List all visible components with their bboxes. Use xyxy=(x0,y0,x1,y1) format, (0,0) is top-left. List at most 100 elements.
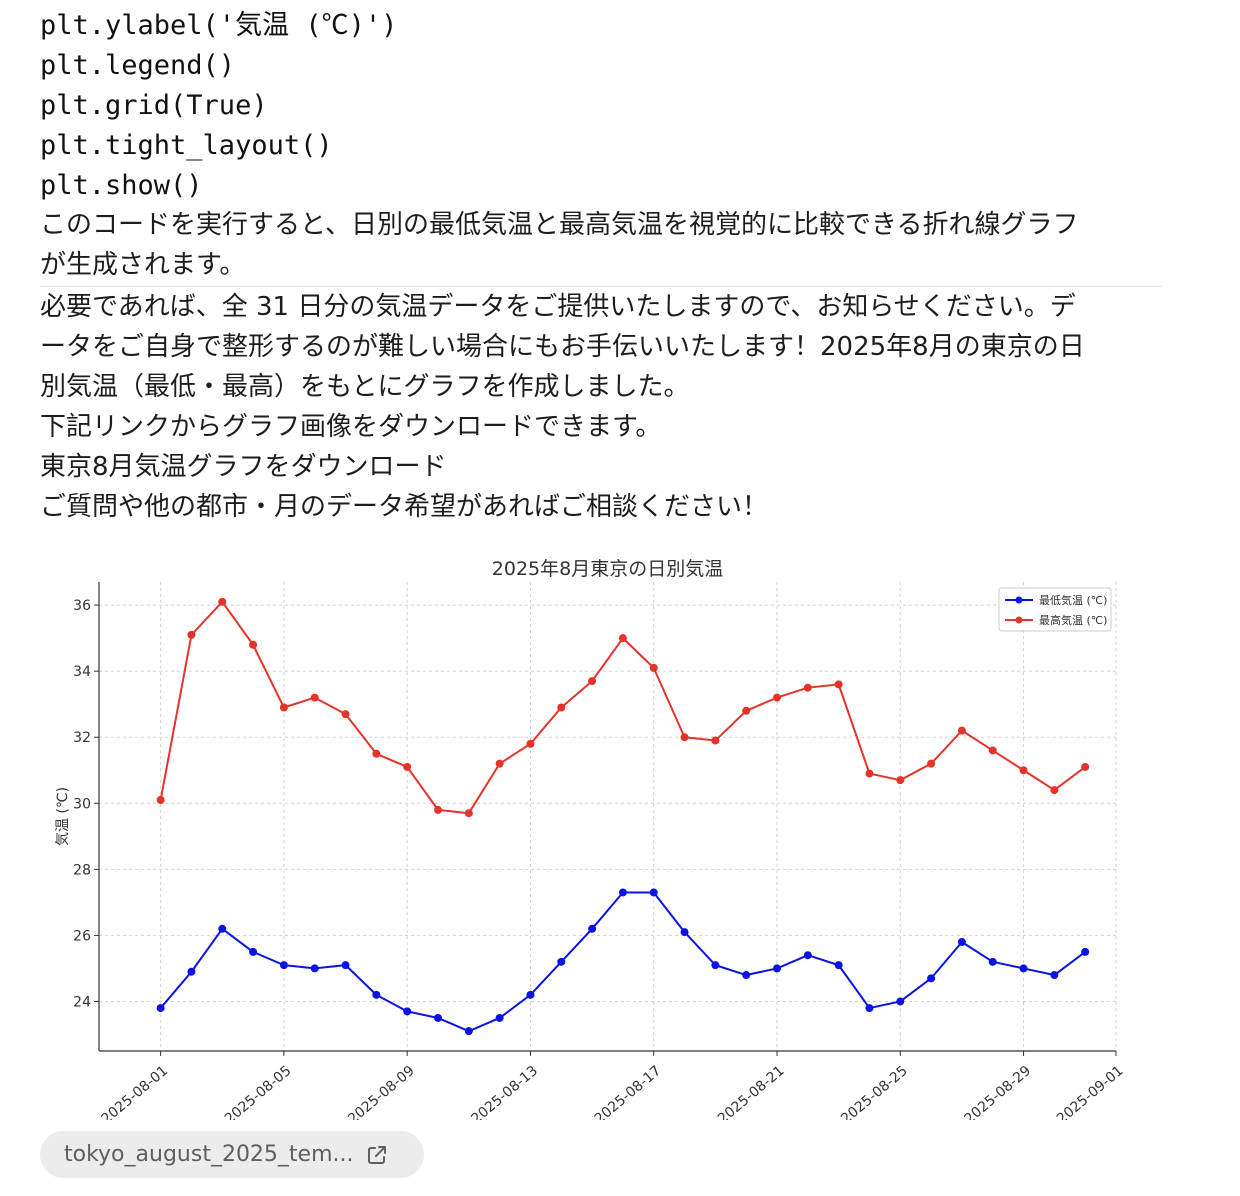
data-point xyxy=(1050,786,1059,795)
y-tick-label: 34 xyxy=(73,664,91,680)
data-point xyxy=(403,762,412,771)
code-line: plt.grid(True) xyxy=(40,90,268,121)
text-line: ご質問や他の都市・月のデータ希望があればご相談ください！ xyxy=(40,492,769,522)
data-point xyxy=(588,677,597,686)
code-line: plt.show() xyxy=(40,170,203,201)
code-line: plt.ylabel('気温 (℃)') xyxy=(40,10,398,41)
data-point xyxy=(957,938,966,947)
data-point xyxy=(834,961,843,970)
code-line: plt.tight_layout() xyxy=(40,130,333,161)
data-point xyxy=(187,967,196,976)
x-tick-label: 2025-08-25 xyxy=(838,1063,911,1120)
attachment-file-chip[interactable]: tokyo_august_2025_tem... xyxy=(40,1131,424,1178)
data-point xyxy=(896,776,905,785)
data-point xyxy=(434,1013,442,1022)
data-point xyxy=(1050,971,1059,980)
data-point xyxy=(680,733,689,742)
data-point xyxy=(957,726,966,735)
x-tick-label: 2025-08-17 xyxy=(592,1063,665,1120)
response-paragraph: 必要であれば、全 31 日分の気温データをご提供いたしますので、お知らせください… xyxy=(40,287,1170,527)
data-point xyxy=(341,961,350,970)
data-point xyxy=(773,693,781,702)
data-point xyxy=(588,924,597,933)
data-point xyxy=(988,957,997,966)
data-point xyxy=(310,693,319,702)
code-line: plt.legend() xyxy=(40,50,236,81)
text-line: 必要であれば、全 31 日分の気温データをご提供いたしますので、お知らせください… xyxy=(40,292,1076,322)
data-point xyxy=(156,795,165,804)
data-point xyxy=(742,706,751,715)
temperature-line-chart: 24 26 28 30 32 34 36 2025-08-01 2025-08-05 2025-0… xyxy=(55,558,1127,1120)
data-point xyxy=(341,710,350,719)
data-point xyxy=(310,964,319,973)
data-point xyxy=(865,769,874,778)
x-tick-label: 2025-08-01 xyxy=(99,1063,172,1120)
data-point xyxy=(249,947,258,956)
y-tick-label: 24 xyxy=(73,994,91,1010)
x-tick-label: 2025-08-13 xyxy=(468,1063,541,1120)
data-point xyxy=(526,739,535,748)
data-point xyxy=(896,997,905,1006)
data-point xyxy=(279,961,288,970)
data-point xyxy=(557,957,566,966)
data-point xyxy=(279,703,288,712)
data-point xyxy=(526,990,535,999)
data-point xyxy=(403,1007,412,1016)
text-line: ータをご自身で整形するのが難しい場合にもお手伝いいたします！2025年8月の東京… xyxy=(40,332,1085,362)
text-line: 下記リンクからグラフ画像をダウンロードできます。 xyxy=(40,412,662,442)
data-point xyxy=(649,888,658,897)
x-tick-label: 2025-08-09 xyxy=(345,1063,418,1120)
legend-entry: 最低気温 (℃) xyxy=(1039,593,1107,607)
text-line: このコードを実行すると、日別の最低気温と最高気温を視覚的に比較できる折れ線グラフ xyxy=(40,210,1079,240)
data-point xyxy=(865,1004,874,1013)
data-point xyxy=(434,805,442,814)
data-point xyxy=(834,680,843,689)
legend-entry: 最高気温 (℃) xyxy=(1039,613,1107,627)
data-point xyxy=(803,951,812,960)
data-point xyxy=(249,640,258,649)
x-tick-label: 2025-08-29 xyxy=(961,1063,1034,1120)
divider xyxy=(40,286,1162,287)
download-link-text: 東京8月気温グラフをダウンロード xyxy=(40,452,447,482)
data-point xyxy=(464,1027,473,1036)
external-link-icon[interactable] xyxy=(366,1144,388,1166)
data-point xyxy=(1081,947,1090,956)
y-tick-label: 28 xyxy=(73,862,91,878)
code-block: plt.ylabel('気温 (℃)') plt.legend() plt.gr… xyxy=(40,6,397,206)
data-point xyxy=(649,663,658,672)
x-tick-label: 2025-08-21 xyxy=(715,1063,788,1120)
data-point xyxy=(557,703,566,712)
data-point xyxy=(711,736,720,745)
explanation-paragraph: このコードを実行すると、日別の最低気温と最高気温を視覚的に比較できる折れ線グラフ… xyxy=(40,205,1170,285)
y-tick-label: 30 xyxy=(73,796,91,812)
data-point xyxy=(156,1004,165,1013)
data-point xyxy=(372,749,381,758)
y-tick-label: 32 xyxy=(73,730,91,746)
data-point xyxy=(988,746,997,755)
x-tick-label: 2025-09-01 xyxy=(1054,1063,1127,1120)
series-line-2 xyxy=(159,600,1086,815)
data-point xyxy=(464,809,473,818)
legend-swatch-marker xyxy=(1015,596,1023,604)
data-point xyxy=(927,759,936,768)
legend-swatch-marker xyxy=(1015,616,1023,624)
data-point xyxy=(680,928,689,937)
data-point xyxy=(218,924,227,933)
data-point xyxy=(495,1013,504,1022)
data-point xyxy=(218,597,227,606)
text-line: が生成されます。 xyxy=(40,250,246,280)
data-point xyxy=(187,630,196,639)
text-line: 別気温（最低・最高）をもとにグラフを作成しました。 xyxy=(40,372,690,402)
data-point xyxy=(711,961,720,970)
data-point xyxy=(773,964,781,973)
y-tick-label: 26 xyxy=(73,928,91,944)
data-point xyxy=(927,974,936,983)
series-line-1 xyxy=(159,891,1086,1033)
data-point xyxy=(1081,762,1090,771)
data-point xyxy=(803,683,812,692)
x-tick-label: 2025-08-05 xyxy=(222,1063,295,1120)
data-point xyxy=(618,888,627,897)
data-point xyxy=(372,990,381,999)
chart-title: 2025年8月東京の日別気温 xyxy=(492,558,723,580)
attachment-filename: tokyo_august_2025_tem... xyxy=(64,1142,354,1167)
